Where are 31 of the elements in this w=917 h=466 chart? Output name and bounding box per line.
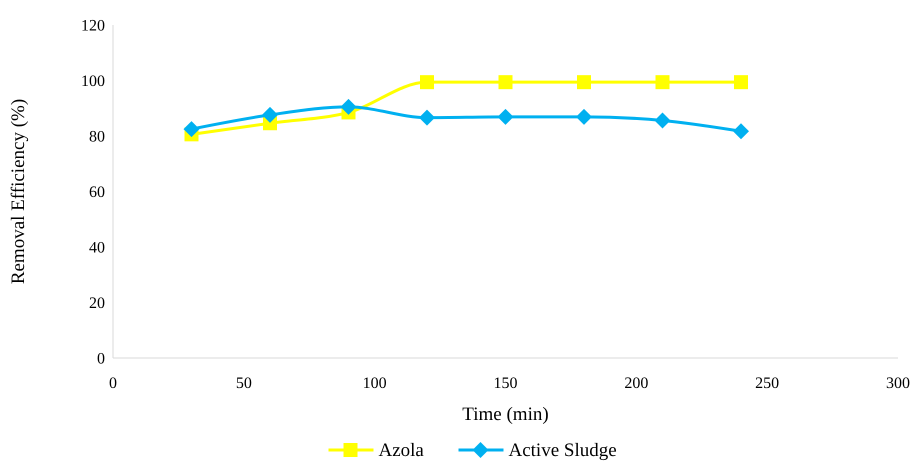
x-axis-title: Time (min) [462, 404, 549, 425]
x-tick-label: 300 [886, 375, 910, 392]
point [184, 121, 200, 138]
y-tick-label: 20 [89, 295, 105, 312]
x-tick-label: 200 [624, 375, 648, 392]
x-tick-label: 150 [494, 375, 518, 392]
point [576, 108, 592, 125]
y-tick-label: 100 [81, 73, 105, 90]
point [654, 112, 670, 128]
x-tick-label: 100 [362, 375, 387, 392]
point [498, 108, 514, 125]
point [340, 98, 356, 115]
point [498, 75, 512, 90]
point [656, 75, 670, 90]
y-tick-label: 60 [89, 184, 105, 202]
x-tick-label: 250 [755, 375, 780, 392]
point [420, 75, 434, 90]
point [419, 110, 435, 126]
y-tick-label: 0 [97, 350, 105, 368]
y-tick-label: 120 [81, 18, 105, 35]
y-tick-label: 80 [89, 128, 105, 146]
y-tick-label: 40 [89, 240, 105, 257]
x-tick-label: 0 [109, 375, 117, 392]
y-axis-title: Removal Efficiency (%) [8, 98, 29, 284]
point [577, 75, 591, 90]
point [734, 75, 748, 90]
point [262, 106, 278, 123]
point [733, 123, 749, 140]
legend-label: Active Sludge [508, 440, 617, 461]
legend-label: Azola [378, 440, 424, 461]
x-tick-label: 50 [236, 375, 252, 392]
